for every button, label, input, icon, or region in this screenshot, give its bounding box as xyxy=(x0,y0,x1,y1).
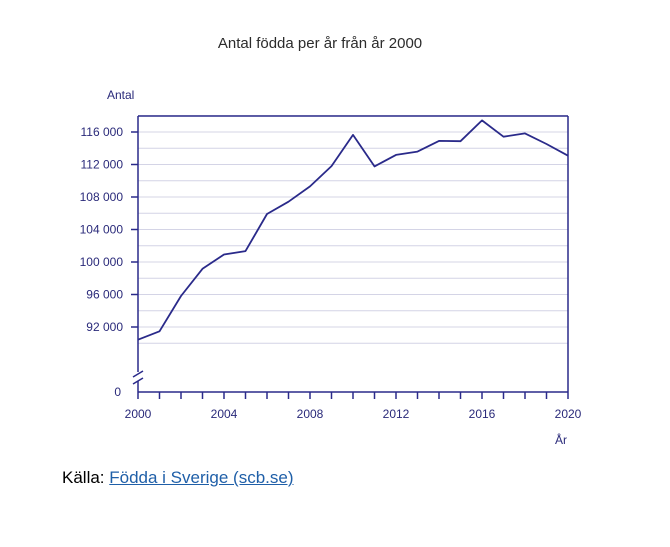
source-note: Källa: Födda i Sverige (scb.se) xyxy=(62,468,294,488)
y-tick-label: 100 000 xyxy=(80,255,124,269)
y-tick-label: 104 000 xyxy=(80,223,124,237)
y-tick-label: 112 000 xyxy=(81,158,124,172)
chart-title: Antal födda per år från år 2000 xyxy=(218,35,422,52)
y-tick-label: 116 000 xyxy=(81,125,124,139)
y-tick-label: 96 000 xyxy=(86,288,123,302)
y-tick-label: 92 000 xyxy=(86,320,123,334)
gridlines xyxy=(138,115,568,344)
x-tick-label: 2004 xyxy=(211,407,238,421)
source-prefix: Källa: xyxy=(62,468,110,487)
x-tick-label: 2000 xyxy=(125,407,152,421)
y-axis-ticks: 92 000 96 000 100 000 104 000 108 000 112 000… xyxy=(80,125,138,399)
x-axis-label: År xyxy=(555,432,567,447)
x-axis-ticks: 2000 2004 2008 2012 2016 2020 xyxy=(125,392,582,421)
y-tick-label-zero: 0 xyxy=(114,385,121,399)
source-link[interactable]: Födda i Sverige (scb.se) xyxy=(109,468,294,487)
y-axis-label: Antal xyxy=(107,88,134,102)
y-tick-label: 108 000 xyxy=(80,190,124,204)
axis-break-mark xyxy=(132,377,144,385)
axis-break-mark xyxy=(132,370,144,378)
x-tick-label: 2020 xyxy=(555,407,582,421)
series-line xyxy=(137,119,569,341)
x-tick-label: 2012 xyxy=(383,407,410,421)
data-series xyxy=(137,119,569,341)
x-tick-label: 2008 xyxy=(297,407,324,421)
x-tick-label: 2016 xyxy=(469,407,496,421)
axes xyxy=(132,115,569,393)
